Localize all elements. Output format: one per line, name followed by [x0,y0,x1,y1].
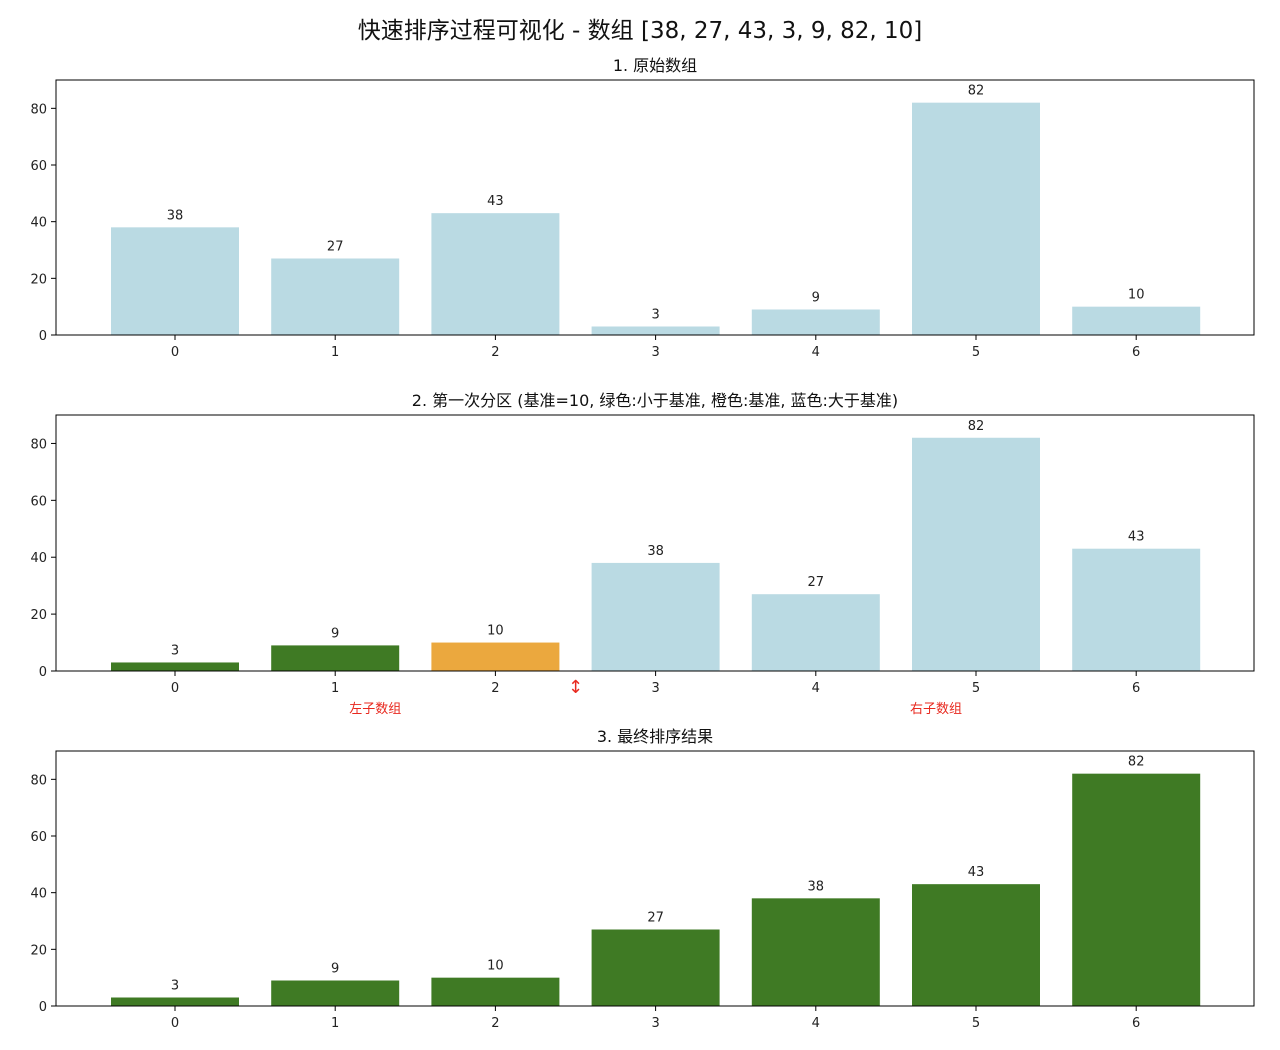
data-label: 27 [808,575,825,590]
bar-4 [751,594,880,671]
x-tick-label: 1 [331,1016,339,1031]
x-tick-label: 1 [331,681,339,696]
bar-3 [591,929,720,1006]
data-label: 3 [171,643,179,658]
bar-1 [271,258,400,335]
bar-5 [912,437,1040,671]
y-tick-label: 20 [30,272,47,287]
bar-4 [751,898,880,1006]
x-tick-label: 3 [651,345,659,360]
bar-2 [431,213,560,335]
y-tick-label: 80 [30,102,47,117]
y-tick-label: 0 [39,665,47,680]
x-tick-label: 5 [972,681,980,696]
data-label: 38 [167,208,184,223]
subplot-title: 1. 原始数组 [613,56,697,75]
bar-1 [271,645,400,671]
bar-0 [111,662,239,671]
bar-2 [431,642,560,671]
data-label: 43 [1128,530,1145,545]
y-tick-label: 60 [30,494,47,509]
plot-frame [55,414,1255,672]
data-label: 9 [812,291,820,306]
plot-frame [55,750,1255,1007]
data-label: 82 [968,84,985,99]
figure-title: 快速排序过程可视化 - 数组 [38, 27, 43, 3, 9, 82, 10… [357,18,923,44]
data-label: 3 [171,979,179,994]
partition-split-arrow-icon: ↕ [568,677,583,698]
subarray-annotation: 左子数组 [349,702,401,717]
x-tick-label: 5 [972,345,980,360]
y-tick-label: 40 [30,216,47,231]
x-tick-label: 6 [1132,345,1140,360]
x-tick-label: 6 [1132,681,1140,696]
data-label: 43 [968,865,985,880]
x-tick-label: 5 [972,1016,980,1031]
data-label: 9 [331,962,339,977]
bar-1 [271,980,400,1006]
x-tick-label: 4 [812,681,820,696]
plot-frame [55,79,1255,336]
x-tick-label: 2 [491,1016,499,1031]
bar-3 [591,562,720,671]
data-label: 3 [651,308,659,323]
bar-5 [912,102,1040,336]
x-tick-label: 0 [171,345,179,360]
y-tick-label: 0 [39,1000,47,1015]
subplot-title: 2. 第一次分区 (基准=10, 绿色:小于基准, 橙色:基准, 蓝色:大于基准… [412,391,898,410]
data-label: 10 [487,624,504,639]
bar-6 [1072,773,1201,1006]
y-tick-label: 60 [30,830,47,845]
data-label: 82 [1128,755,1145,770]
x-tick-label: 2 [491,345,499,360]
x-tick-label: 0 [171,1016,179,1031]
y-tick-label: 20 [30,608,47,623]
bar-5 [912,884,1040,1006]
bar-6 [1072,548,1201,671]
x-tick-label: 3 [651,681,659,696]
bar-2 [431,977,560,1006]
x-tick-label: 3 [651,1016,659,1031]
subplot-title: 3. 最终排序结果 [597,727,713,746]
x-tick-label: 4 [812,1016,820,1031]
y-tick-label: 40 [30,887,47,902]
x-tick-label: 0 [171,681,179,696]
bar-6 [1072,306,1201,335]
y-tick-label: 20 [30,943,47,958]
data-label: 10 [487,959,504,974]
y-tick-label: 80 [30,437,47,452]
y-tick-label: 40 [30,551,47,566]
data-label: 82 [968,419,985,434]
y-tick-label: 60 [30,159,47,174]
x-tick-label: 4 [812,345,820,360]
x-tick-label: 2 [491,681,499,696]
x-tick-label: 6 [1132,1016,1140,1031]
y-tick-label: 80 [30,773,47,788]
bar-0 [111,227,239,335]
x-tick-label: 1 [331,345,339,360]
subarray-annotation: 右子数组 [910,702,962,717]
bar-4 [751,309,880,335]
data-label: 9 [331,626,339,641]
bar-0 [111,997,239,1006]
bar-3 [591,326,720,335]
data-label: 27 [647,911,664,926]
y-tick-label: 0 [39,329,47,344]
data-label: 38 [647,544,664,559]
data-label: 38 [808,879,825,894]
data-label: 10 [1128,288,1145,303]
data-label: 27 [327,240,344,255]
data-label: 43 [487,194,504,209]
